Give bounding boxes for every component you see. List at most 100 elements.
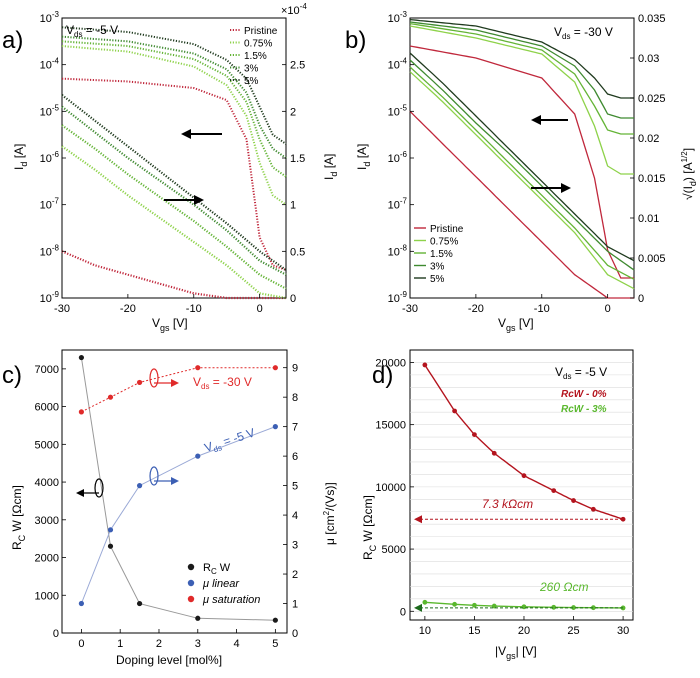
panel-b-y2tick-label: 0.03 bbox=[638, 53, 659, 65]
panel-a-ylabel: Id [A] bbox=[12, 144, 29, 170]
panel-b-y2label: √(Id) [A1/2] bbox=[680, 148, 698, 200]
panel-c-y2tick-label: 7 bbox=[292, 422, 298, 434]
panel-a-ytick-mantissa: 10 bbox=[40, 106, 52, 118]
panel-d-rcw-3-point bbox=[590, 605, 596, 611]
panel-d-rcw-0-point bbox=[571, 498, 576, 503]
panel-a-ytick-mantissa: 10 bbox=[40, 246, 52, 258]
panel-c-legend-marker-0 bbox=[187, 563, 195, 571]
panel-d-axes bbox=[409, 349, 634, 621]
panel-b-xtick-label: -20 bbox=[468, 303, 484, 315]
panel-b-ytick-exponent: -3 bbox=[400, 10, 408, 19]
panel-c-xtick-label: 4 bbox=[234, 638, 240, 650]
panel-c-y2tick-label: 1 bbox=[292, 599, 298, 611]
panel-c-annotation-linear: Vds = -5 V bbox=[203, 425, 258, 456]
panel-a-transfer-linear-d3 bbox=[61, 35, 287, 159]
panel-a-xlabel: Vgs [V] bbox=[152, 316, 188, 333]
panel-b-ytick-label: 10-3 bbox=[388, 10, 408, 25]
panel-d-ytick-label: 0 bbox=[400, 606, 406, 618]
panel-c-mu-linear-point bbox=[195, 453, 201, 459]
panel-c-legend-text-0: R bbox=[203, 562, 211, 574]
panel-b-y2tick-label: 0 bbox=[638, 293, 644, 305]
panel-c-y2tick-label: 9 bbox=[292, 363, 298, 375]
panel-c-ytick-label: 0 bbox=[53, 628, 59, 640]
panel-c-legend-marker-1 bbox=[187, 579, 195, 587]
panel-a-transfer-log-d3 bbox=[61, 105, 287, 276]
panel-c-saturation-indicator bbox=[149, 368, 179, 388]
panel-c-ytick-label: 5000 bbox=[35, 439, 59, 451]
panel-a-ytick-label: 10-5 bbox=[40, 103, 60, 118]
panel-b-ytick-label: 10-6 bbox=[388, 150, 408, 165]
panel-b-ytick-label: 10-8 bbox=[388, 243, 408, 258]
panel-b-transfer-linear-d5 bbox=[409, 18, 634, 99]
panel-b-xtick-label: -10 bbox=[534, 303, 550, 315]
panel-c-legend-label-0: RC W bbox=[203, 562, 231, 576]
panel-d-ytick-label: 20000 bbox=[375, 357, 406, 369]
panel-a-transfer-log-d5 bbox=[61, 94, 287, 271]
panel-c-ytick-label: 4000 bbox=[35, 477, 59, 489]
panel-c-rcw-point bbox=[78, 354, 84, 361]
panel-c-legend-sub-0: C bbox=[211, 567, 217, 576]
panel-a-arrow-left bbox=[181, 129, 222, 139]
panel-b-legend-label-pristine: Pristine bbox=[430, 224, 464, 235]
panel-c-linear-indicator bbox=[149, 466, 179, 486]
panel-c-label: c) bbox=[2, 362, 22, 389]
panel-b-transfer-log-d5 bbox=[409, 52, 635, 262]
panel-b-transfer-linear-d15 bbox=[409, 22, 634, 135]
panel-d-rcw-0-point bbox=[422, 362, 428, 368]
panel-a-transfer-linear-pristine bbox=[61, 77, 287, 271]
panel-a-ytick-exponent: -5 bbox=[52, 103, 60, 112]
panel-c-rcw-indicator bbox=[76, 478, 104, 498]
panel-c-rcw-point bbox=[195, 615, 201, 621]
panel-c-ytick-label: 3000 bbox=[35, 515, 59, 527]
panel-c-xtick-label: 1 bbox=[117, 638, 123, 650]
panel-a-ytick-exponent: -3 bbox=[52, 10, 60, 19]
panel-b-legend-label-d5: 5% bbox=[430, 274, 445, 285]
panel-b-ytick-mantissa: 10 bbox=[388, 106, 400, 118]
panel-b-y2tick-label: 0.02 bbox=[638, 133, 659, 145]
panel-c-mu-linear-line bbox=[80, 426, 276, 604]
panel-a-ytick-label: 10-8 bbox=[40, 243, 60, 258]
panel-a-xtick-label: -30 bbox=[54, 303, 70, 315]
panel-c-y2tick-label: 4 bbox=[292, 510, 298, 522]
panel-a-legend-label-d5: 5% bbox=[244, 76, 259, 87]
panel-d-ylabel: RC W [Ωcm] bbox=[361, 495, 378, 560]
panel-c-rcw-point bbox=[136, 600, 143, 607]
panel-d-xlabel: |Vgs| [V] bbox=[495, 644, 537, 661]
panel-c-mu-saturation-point bbox=[78, 409, 84, 415]
panel-d-legend-0: RcW - 0% bbox=[561, 389, 607, 400]
panel-d-annotation-260: 260 Ωcm bbox=[539, 580, 588, 594]
panel-c-y2tick-label: 2 bbox=[292, 569, 298, 581]
panel-c-legend-text-1: μ linear bbox=[202, 578, 240, 590]
panel-c-legend: RC W μ linear μ saturation bbox=[187, 562, 260, 606]
panel-b-ytick-mantissa: 10 bbox=[388, 13, 400, 25]
panel-b-transfer-log-d3 bbox=[409, 59, 635, 271]
panel-c-mu-saturation-point bbox=[136, 379, 143, 386]
panel-d-rcw-3-point bbox=[452, 601, 457, 607]
panel-c-ytick-label: 2000 bbox=[35, 553, 59, 565]
panel-c-y2tick-label: 5 bbox=[292, 481, 298, 493]
panel-a-ytick-exponent: -4 bbox=[52, 57, 60, 66]
panel-a-ytick-label: 10-4 bbox=[40, 57, 60, 72]
panel-b-arrow-right bbox=[531, 183, 571, 193]
panel-d-ytick-label: 10000 bbox=[375, 482, 406, 494]
panel-c-legend-label-2: μ saturation bbox=[202, 594, 260, 606]
panel-c-rcw-point bbox=[107, 543, 114, 549]
panel-b-transfer-linear-d3 bbox=[409, 21, 634, 119]
panel-d-rcw-3-point bbox=[571, 605, 576, 610]
panel-b-ytick-mantissa: 10 bbox=[388, 60, 400, 72]
panel-c-xtick-label: 3 bbox=[195, 638, 201, 650]
panel-d-rcw-3-point bbox=[551, 604, 557, 610]
panel-b-arrow-left bbox=[531, 115, 568, 125]
panel-a-legend-label-d15: 1.5% bbox=[244, 51, 267, 62]
panel-a-xtick-label: -20 bbox=[120, 303, 136, 315]
panel-a-y2tick-label: 0 bbox=[290, 293, 296, 305]
panel-c-y2tick-label: 8 bbox=[292, 392, 298, 404]
panel-c-rcw-point bbox=[272, 617, 278, 623]
panel-c-y2tick-label: 6 bbox=[292, 451, 298, 463]
panel-c-legend-marker-2 bbox=[187, 595, 195, 603]
panel-b-y2tick-label: 0.035 bbox=[638, 13, 666, 25]
panel-d-xtick-label: 10 bbox=[419, 625, 431, 637]
panel-d-rcw-0-point bbox=[620, 516, 626, 522]
panel-c-y2label: μ [cm2/(Vs)] bbox=[322, 482, 337, 545]
panel-c-mu-saturation-point bbox=[195, 365, 201, 371]
